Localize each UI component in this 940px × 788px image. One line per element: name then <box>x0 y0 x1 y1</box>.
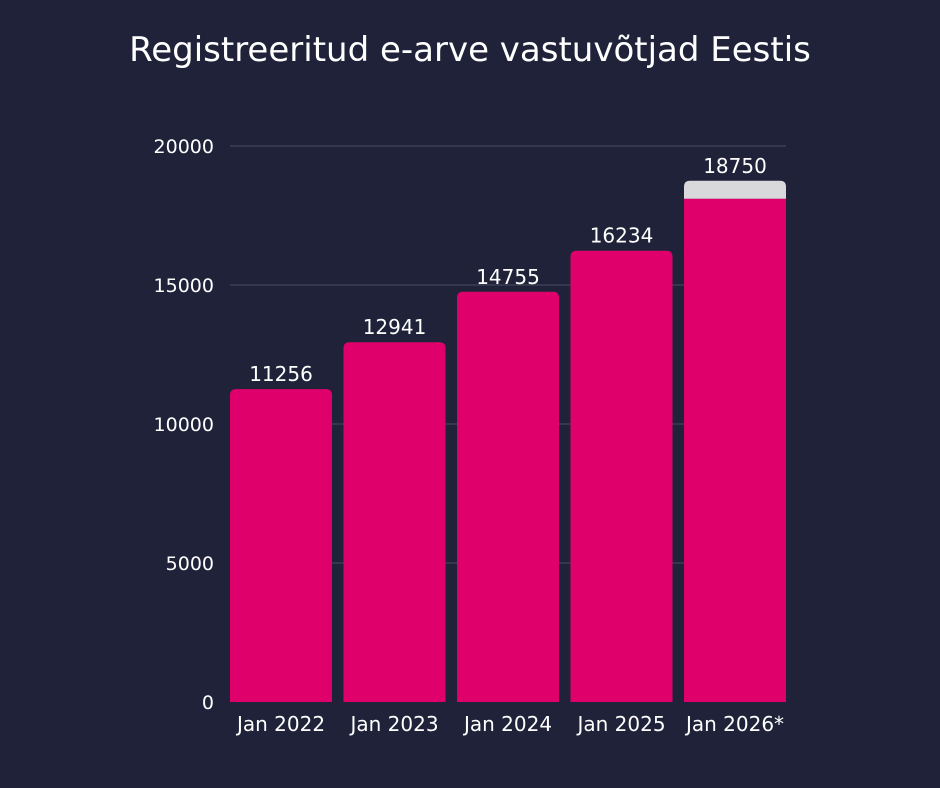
y-tick-label: 10000 <box>154 414 214 436</box>
x-tick-label: Jan 2026* <box>684 712 784 736</box>
bar-value-label: 11256 <box>249 362 313 386</box>
y-axis-ticks: 0 5000 10000 15000 20000 <box>154 136 214 714</box>
bar-value-label: 18750 <box>703 154 767 178</box>
data-labels: 11256 12941 14755 16234 18750 <box>249 154 767 386</box>
bar-projection-cap <box>684 180 786 199</box>
y-tick-label: 5000 <box>166 553 214 575</box>
bars <box>230 180 786 702</box>
bar-value-label: 14755 <box>476 265 540 289</box>
y-tick-label: 15000 <box>154 275 214 297</box>
bar <box>230 389 332 702</box>
bar <box>343 342 446 702</box>
bar-value-label: 12941 <box>363 315 427 339</box>
bar <box>457 291 559 702</box>
y-tick-label: 0 <box>202 692 214 714</box>
chart-title: Registreeritud e-arve vastuvõtjad Eestis <box>129 30 811 70</box>
x-tick-label: Jan 2022 <box>235 712 325 736</box>
x-tick-label: Jan 2024 <box>462 712 552 736</box>
x-tick-label: Jan 2025 <box>575 712 665 736</box>
bar <box>684 198 786 702</box>
y-tick-label: 20000 <box>154 136 214 158</box>
x-tick-label: Jan 2023 <box>348 712 438 736</box>
bar-value-label: 16234 <box>590 224 654 248</box>
bar <box>570 250 673 702</box>
x-axis-ticks: Jan 2022 Jan 2023 Jan 2024 Jan 2025 Jan 2026… <box>235 712 784 736</box>
